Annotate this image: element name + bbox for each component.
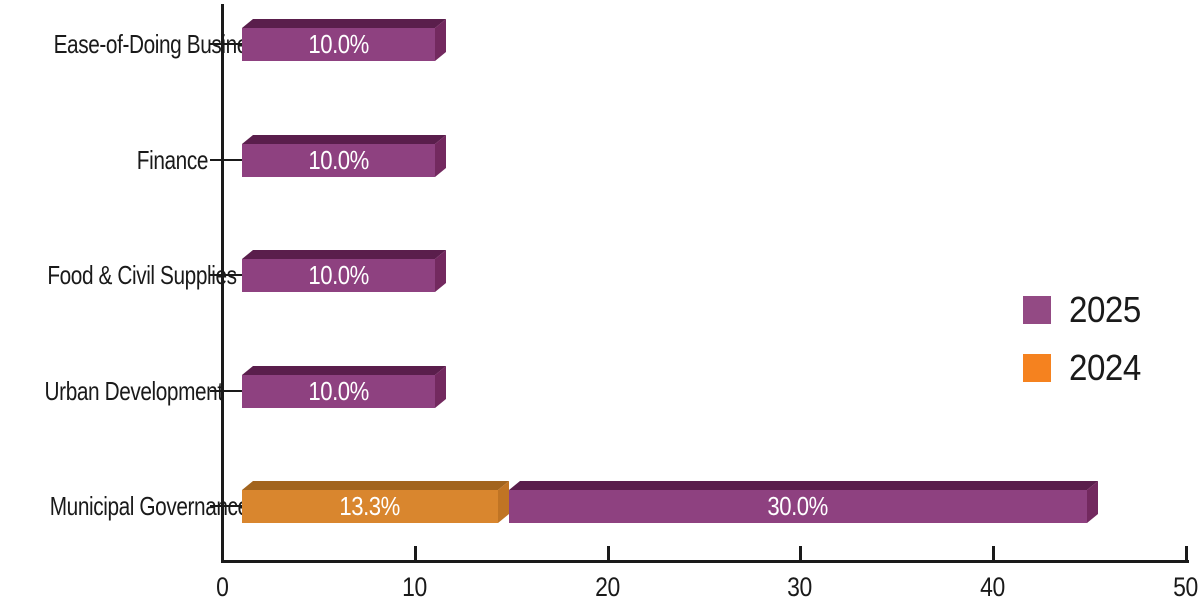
x-axis-tick-label: 30	[768, 572, 832, 603]
legend-item-2024: 2024	[1023, 347, 1147, 388]
category-label: Finance	[0, 144, 209, 176]
category-label-text: Finance	[136, 144, 209, 175]
x-axis-tick-label-text: 0	[215, 572, 229, 602]
bar-value-text: 13.3%	[339, 491, 401, 521]
bar-value-label: 10.0%	[242, 375, 435, 408]
category-label: Urban Development	[0, 375, 224, 407]
bar-2025: 10.0%	[242, 134, 446, 177]
bar-value-label: 10.0%	[242, 28, 435, 61]
bar-front-face: 10.0%	[242, 259, 435, 292]
bar-front-face: 13.3%	[242, 490, 498, 523]
category-tick	[210, 505, 242, 507]
category-label-text: Food & Civil Supplies	[47, 260, 237, 290]
bar-side-face	[1087, 480, 1098, 523]
legend-label-2025: 2025	[1069, 289, 1147, 330]
category-label: Food & Civil Supplies	[0, 259, 237, 291]
category-label-text: Urban Development	[44, 375, 224, 406]
legend-label-2024: 2024	[1069, 347, 1147, 388]
x-axis-tick-label-text: 30	[787, 572, 813, 602]
x-axis-tick	[799, 546, 802, 560]
bar-front-face: 30.0%	[509, 490, 1087, 523]
x-axis-tick-label: 0	[190, 572, 254, 603]
bar-top-face	[509, 481, 1098, 490]
bar-top-face	[242, 134, 446, 144]
bar-value-text: 10.0%	[308, 375, 369, 406]
x-axis-tick	[414, 546, 417, 560]
legend-label-text: 2024	[1069, 347, 1141, 388]
bar-value-label: 10.0%	[242, 259, 435, 292]
bar-value-label: 13.3%	[242, 490, 498, 523]
bar-2024: 13.3%	[242, 480, 509, 523]
x-axis-tick-label-text: 50	[1173, 572, 1199, 602]
x-axis-tick	[992, 546, 995, 560]
bar-value-label: 30.0%	[509, 490, 1087, 523]
bar-side-face	[435, 249, 446, 292]
bar-front-face: 10.0%	[242, 374, 435, 408]
legend-swatch-2025	[1023, 296, 1051, 324]
x-axis-tick	[1185, 546, 1188, 560]
legend-swatch-2024	[1023, 354, 1051, 382]
bar-2025: 10.0%	[242, 365, 446, 408]
x-axis-tick-label-text: 20	[595, 572, 621, 602]
category-tick	[210, 158, 242, 161]
x-axis-tick-label-text: 40	[980, 572, 1006, 602]
category-label: Ease-of-Doing Business	[0, 28, 269, 60]
category-tick	[210, 274, 242, 276]
bar-side-face	[498, 480, 509, 523]
category-label: Municipal Governance	[0, 490, 249, 522]
bar-2025: 10.0%	[242, 18, 446, 61]
bar-top-face	[242, 250, 446, 259]
bar-value-text: 10.0%	[308, 260, 369, 290]
bar-value-text: 30.0%	[767, 491, 829, 521]
y-axis-line	[221, 4, 224, 563]
bar-top-face	[242, 19, 446, 28]
bar-side-face	[435, 18, 446, 61]
bar-front-face: 10.0%	[242, 28, 435, 61]
bar-2025: 30.0%	[509, 480, 1098, 523]
bar-front-face: 10.0%	[242, 143, 435, 177]
bar-2025: 10.0%	[242, 249, 446, 292]
bar-value-text: 10.0%	[308, 29, 369, 59]
x-axis-tick-label: 40	[961, 572, 1025, 603]
bar-value-text: 10.0%	[308, 144, 369, 175]
legend-label-text: 2025	[1069, 289, 1141, 330]
x-axis-line	[221, 560, 1189, 563]
bar-value-label: 10.0%	[242, 144, 435, 177]
x-axis-tick	[607, 546, 610, 560]
x-axis-tick-label: 50	[1154, 572, 1202, 603]
x-axis-tick-label: 10	[383, 572, 447, 603]
legend: 2025 2024	[1023, 289, 1147, 411]
x-axis-tick-label: 20	[576, 572, 640, 603]
bar-top-face	[242, 365, 446, 375]
x-axis-tick-label-text: 10	[402, 572, 428, 602]
category-tick	[210, 389, 242, 392]
bar-top-face	[242, 481, 509, 490]
legend-item-2025: 2025	[1023, 289, 1147, 330]
category-tick	[210, 43, 242, 45]
